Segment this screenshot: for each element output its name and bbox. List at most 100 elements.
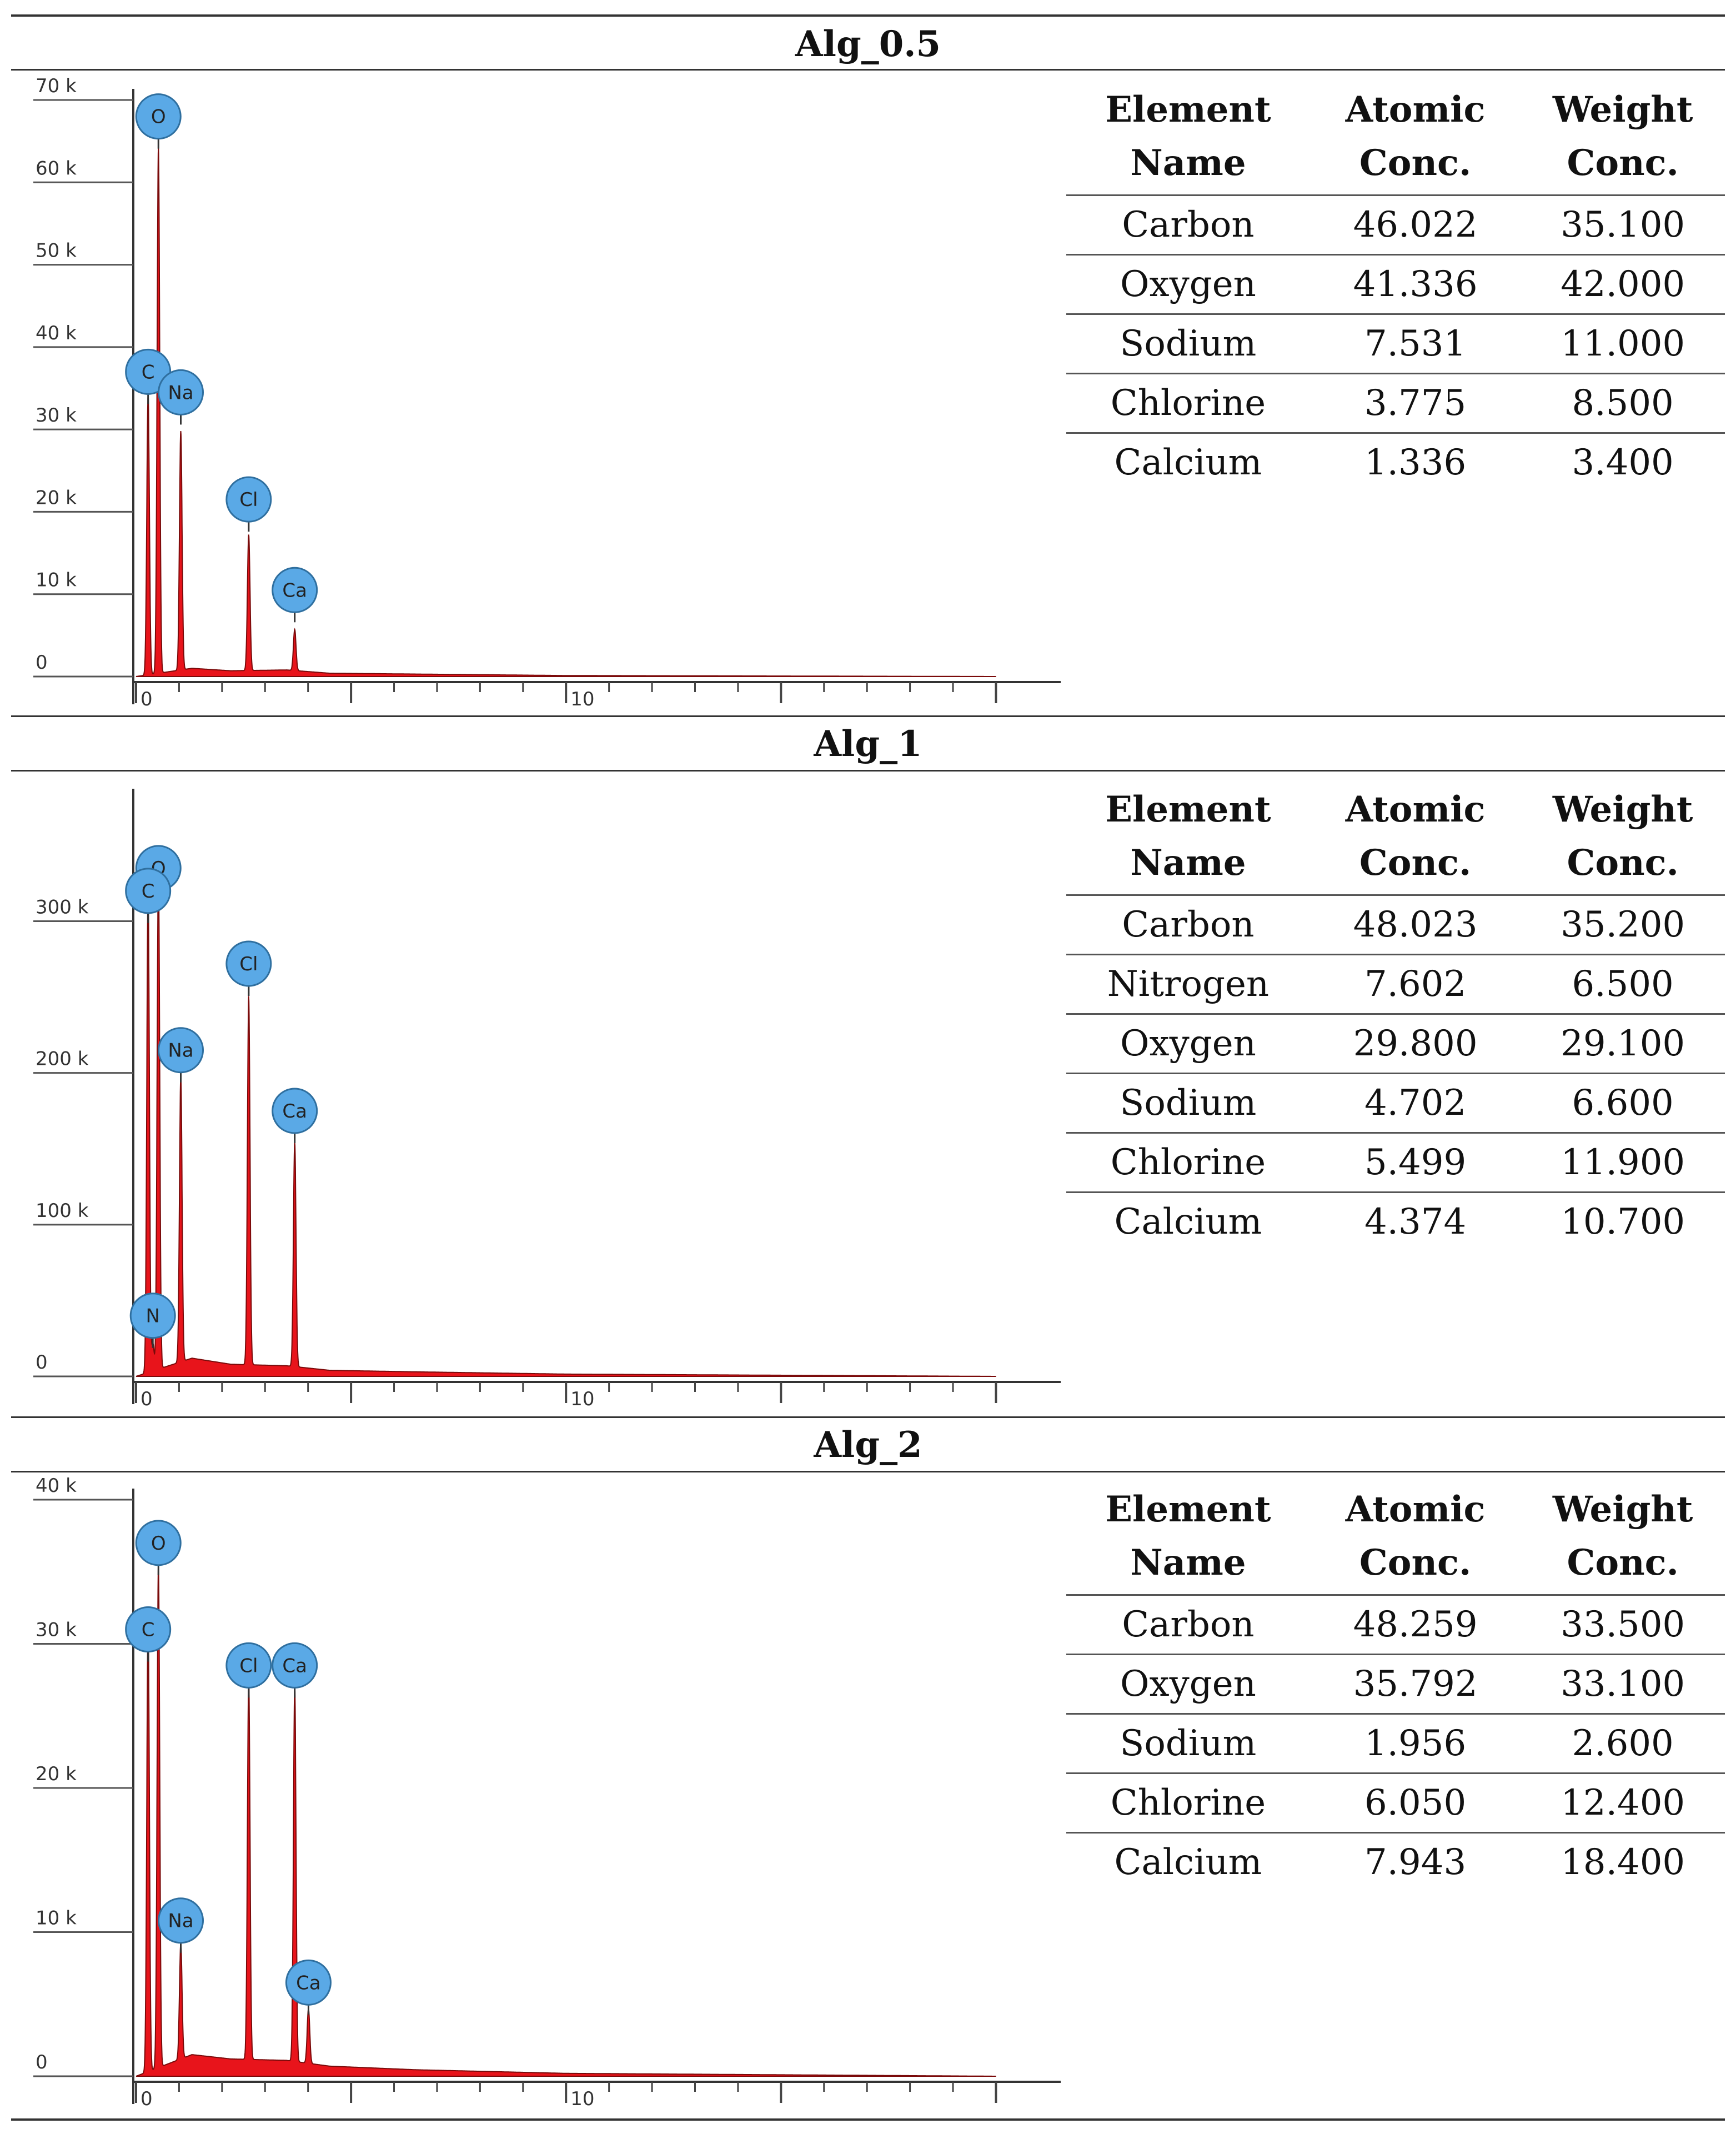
x-tick-label: 0 <box>141 1388 153 1410</box>
column-header-line: Element <box>1105 789 1271 830</box>
peak-label-text: Ca <box>282 1655 307 1677</box>
element-name-cell: Chlorine <box>1066 1132 1310 1193</box>
x-tick-label: 10 <box>570 1388 594 1410</box>
weight-conc-cell: 35.100 <box>1521 194 1725 255</box>
composition-table: Element Name Atomic Conc. Weight Conc. Carbon 4… <box>1066 1477 1725 1891</box>
peak-label-text: Ca <box>296 1972 321 1994</box>
atomic-conc-cell: 48.259 <box>1309 1594 1521 1655</box>
weight-conc-cell: 11.000 <box>1521 313 1725 374</box>
element-name-cell: Carbon <box>1066 1594 1310 1655</box>
panel-title: Alg_2 <box>814 1424 922 1466</box>
peak-label-circle <box>225 476 272 523</box>
y-tick-label: 50 k <box>36 240 77 262</box>
spectrum-svg: 0 10 k 20 k 30 k 40 k 50 k 60 k 70 k 0 10 O C Na Cl Ca <box>33 78 1061 710</box>
spectrum-area <box>136 868 996 1377</box>
column-header-line: Element <box>1105 1489 1271 1530</box>
peak-label-text: C <box>142 1619 155 1641</box>
y-tick-label: 10 k <box>36 1907 77 1930</box>
table-row: Carbon 48.023 35.200 <box>1066 894 1725 955</box>
column-header-line: Conc. <box>1567 142 1679 184</box>
rule-under-title <box>11 1471 1725 1472</box>
table-row: Chlorine 5.499 11.900 <box>1066 1132 1725 1193</box>
column-header-line: Conc. <box>1567 1542 1679 1584</box>
element-name-cell: Carbon <box>1066 194 1310 255</box>
peak-label-circle <box>272 567 318 613</box>
y-tick-label: 200 k <box>36 1048 89 1070</box>
element-name-cell: Oxygen <box>1066 254 1310 314</box>
atomic-conc-cell: 3.775 <box>1309 373 1521 433</box>
spectrum-area <box>136 1563 996 2077</box>
column-header-line: Name <box>1130 142 1246 184</box>
table-row: Chlorine 3.775 8.500 <box>1066 373 1725 433</box>
composition-table: Element Name Atomic Conc. Weight Conc. Carbon 4… <box>1066 78 1725 492</box>
y-tick-label: 70 k <box>36 78 77 97</box>
column-header-line: Name <box>1130 842 1246 884</box>
y-tick-label: 30 k <box>36 1619 77 1641</box>
spectrum-chart: 0 100 k 200 k 300 k 0 10 O C Cl Na Ca N <box>22 778 1066 1444</box>
peak-label-text: Ca <box>282 1100 307 1123</box>
atomic-conc-cell: 7.943 <box>1309 1832 1521 1891</box>
peak-label-text: Na <box>168 1040 193 1062</box>
column-header: Weight Conc. <box>1521 78 1725 196</box>
table-row: Oxygen 41.336 42.000 <box>1066 254 1725 314</box>
table-row: Sodium 1.956 2.600 <box>1066 1713 1725 1774</box>
y-tick-label: 60 k <box>36 157 77 179</box>
table-row: Oxygen 35.792 33.100 <box>1066 1654 1725 1714</box>
y-tick-label: 0 <box>36 1351 48 1374</box>
element-name-cell: Sodium <box>1066 1713 1310 1774</box>
column-header: Atomic Conc. <box>1310 1477 1521 1595</box>
rule-panel-separator <box>11 715 1725 717</box>
weight-conc-cell: 11.900 <box>1521 1132 1725 1193</box>
column-header-line: Element <box>1105 89 1271 131</box>
table-row: Nitrogen 7.602 6.500 <box>1066 954 1725 1014</box>
y-tick-label: 40 k <box>36 322 77 344</box>
table-row: Calcium 7.943 18.400 <box>1066 1832 1725 1891</box>
y-tick-label: 0 <box>36 2051 48 2073</box>
atomic-conc-cell: 7.602 <box>1309 954 1521 1014</box>
peak-label-circle <box>158 1027 204 1074</box>
table-header-row: Element Name Atomic Conc. Weight Conc. <box>1066 778 1725 895</box>
weight-conc-cell: 8.500 <box>1521 373 1725 433</box>
rule-under-title <box>11 770 1725 772</box>
peak-label-text: Ca <box>282 579 307 602</box>
element-name-cell: Sodium <box>1066 313 1310 374</box>
column-header-line: Conc. <box>1359 142 1472 184</box>
column-header-line: Conc. <box>1359 842 1472 884</box>
peak-label-text: Na <box>168 382 193 404</box>
table-header-row: Element Name Atomic Conc. Weight Conc. <box>1066 1477 1725 1595</box>
composition-table: Element Name Atomic Conc. Weight Conc. Carbon 4… <box>1066 778 1725 1251</box>
column-header-line: Weight <box>1552 89 1693 131</box>
column-header-line: Atomic <box>1345 789 1486 830</box>
peak-label-circle <box>285 1959 332 2006</box>
peak-label-circle <box>125 1606 172 1653</box>
element-name-cell: Sodium <box>1066 1073 1310 1133</box>
element-name-cell: Calcium <box>1066 1832 1310 1891</box>
table-header-row: Element Name Atomic Conc. Weight Conc. <box>1066 78 1725 196</box>
atomic-conc-cell: 46.022 <box>1309 194 1521 255</box>
column-header: Element Name <box>1066 778 1310 895</box>
x-tick-label: 10 <box>570 688 594 710</box>
weight-conc-cell: 10.700 <box>1521 1191 1725 1251</box>
column-header-line: Conc. <box>1359 1542 1472 1584</box>
y-tick-label: 100 k <box>36 1200 89 1222</box>
table-row: Carbon 48.259 33.500 <box>1066 1594 1725 1655</box>
atomic-conc-cell: 29.800 <box>1309 1013 1521 1074</box>
y-tick-label: 300 k <box>36 896 89 919</box>
weight-conc-cell: 6.500 <box>1521 954 1725 1014</box>
element-name-cell: Chlorine <box>1066 1772 1310 1833</box>
rule-under-title <box>11 69 1725 71</box>
peak-label-text: O <box>151 1532 166 1555</box>
element-name-cell: Oxygen <box>1066 1013 1310 1074</box>
table-row: Sodium 7.531 11.000 <box>1066 313 1725 374</box>
element-name-cell: Calcium <box>1066 432 1310 492</box>
table-row: Calcium 4.374 10.700 <box>1066 1191 1725 1251</box>
table-row: Sodium 4.702 6.600 <box>1066 1073 1725 1133</box>
peak-label-text: Cl <box>239 489 258 511</box>
x-tick-label: 0 <box>141 2088 153 2110</box>
y-tick-label: 40 k <box>36 1477 77 1497</box>
atomic-conc-cell: 4.702 <box>1309 1073 1521 1133</box>
table-row: Calcium 1.336 3.400 <box>1066 432 1725 492</box>
weight-conc-cell: 33.100 <box>1521 1654 1725 1714</box>
peak-label-circle <box>225 940 272 987</box>
